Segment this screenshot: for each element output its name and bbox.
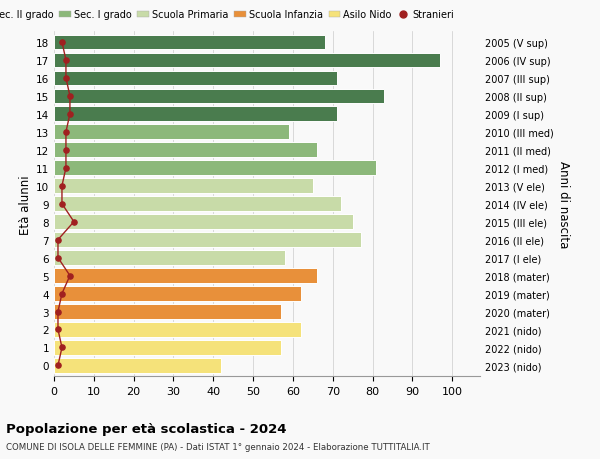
- Point: [57, 344, 67, 352]
- Point: [65, 111, 75, 118]
- Point: [61, 147, 71, 154]
- Y-axis label: Età alunni: Età alunni: [19, 174, 32, 234]
- Bar: [54, 304, 281, 319]
- Point: [65, 93, 75, 101]
- Bar: [54, 358, 221, 373]
- Bar: [54, 179, 313, 194]
- Point: [53, 308, 63, 315]
- Bar: [54, 233, 361, 247]
- Point: [69, 218, 79, 226]
- Bar: [54, 143, 317, 158]
- Bar: [54, 269, 317, 283]
- Bar: [54, 322, 301, 337]
- Y-axis label: Anni di nascita: Anni di nascita: [557, 161, 570, 248]
- Bar: [54, 197, 341, 212]
- Point: [53, 326, 63, 333]
- Bar: [54, 340, 281, 355]
- Point: [57, 39, 67, 46]
- Bar: [54, 90, 385, 104]
- Point: [61, 129, 71, 136]
- Bar: [54, 286, 301, 301]
- Bar: [54, 35, 325, 50]
- Point: [53, 236, 63, 244]
- Bar: [54, 215, 353, 230]
- Point: [53, 254, 63, 262]
- Bar: [54, 251, 285, 265]
- Point: [61, 57, 71, 64]
- Point: [57, 290, 67, 297]
- Bar: [54, 107, 337, 122]
- Point: [61, 165, 71, 172]
- Bar: [54, 161, 376, 176]
- Text: COMUNE DI ISOLA DELLE FEMMINE (PA) - Dati ISTAT 1° gennaio 2024 - Elaborazione T: COMUNE DI ISOLA DELLE FEMMINE (PA) - Dat…: [6, 442, 430, 451]
- Legend: Sec. II grado, Sec. I grado, Scuola Primaria, Scuola Infanzia, Asilo Nido, Stran: Sec. II grado, Sec. I grado, Scuola Prim…: [0, 11, 454, 20]
- Point: [57, 183, 67, 190]
- Point: [65, 272, 75, 280]
- Text: Popolazione per età scolastica - 2024: Popolazione per età scolastica - 2024: [6, 422, 287, 435]
- Point: [61, 75, 71, 83]
- Bar: [54, 53, 440, 68]
- Bar: [54, 125, 289, 140]
- Bar: [54, 72, 337, 86]
- Point: [57, 201, 67, 208]
- Point: [53, 362, 63, 369]
